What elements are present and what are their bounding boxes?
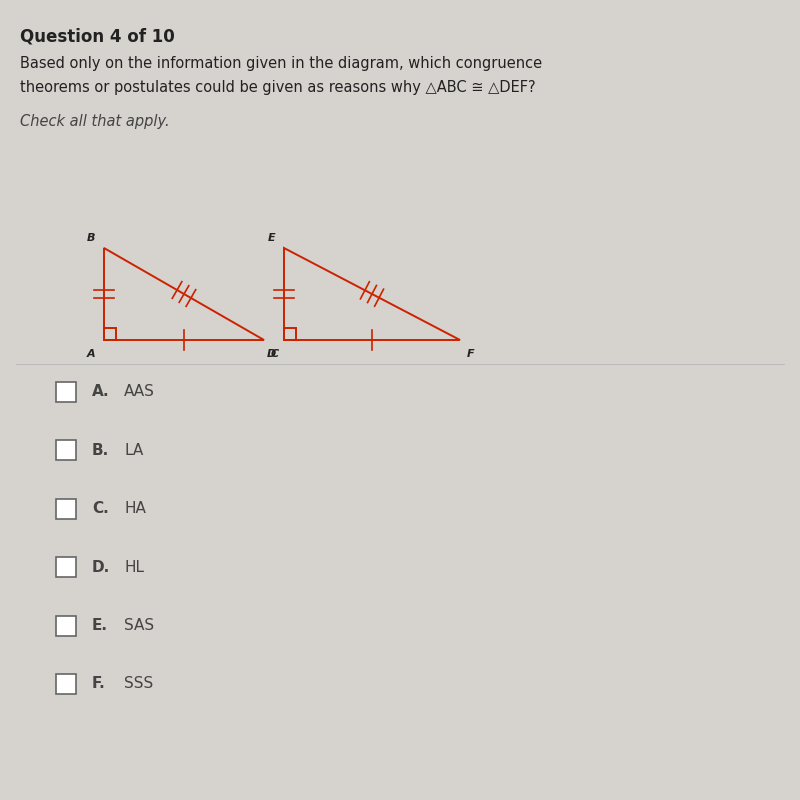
Text: Based only on the information given in the diagram, which congruence: Based only on the information given in t… bbox=[20, 56, 542, 71]
Text: E.: E. bbox=[92, 618, 108, 633]
Text: HL: HL bbox=[124, 560, 144, 574]
Bar bbox=[56, 616, 76, 635]
Text: SSS: SSS bbox=[124, 677, 154, 691]
Bar bbox=[56, 382, 76, 402]
Text: AAS: AAS bbox=[124, 385, 155, 399]
Bar bbox=[56, 674, 76, 694]
Text: F.: F. bbox=[92, 677, 106, 691]
Text: F: F bbox=[466, 349, 474, 359]
Text: C: C bbox=[270, 349, 278, 359]
Text: D: D bbox=[266, 349, 276, 359]
Bar bbox=[56, 499, 76, 519]
Text: B.: B. bbox=[92, 443, 110, 458]
Text: C.: C. bbox=[92, 502, 109, 516]
Text: D.: D. bbox=[92, 560, 110, 574]
Text: Question 4 of 10: Question 4 of 10 bbox=[20, 28, 174, 46]
Text: SAS: SAS bbox=[124, 618, 154, 633]
Text: B: B bbox=[87, 233, 95, 243]
Text: LA: LA bbox=[124, 443, 143, 458]
Text: E: E bbox=[267, 233, 275, 243]
Bar bbox=[56, 557, 76, 578]
Bar bbox=[56, 440, 76, 461]
Text: theorems or postulates could be given as reasons why △ABC ≅ △DEF?: theorems or postulates could be given as… bbox=[20, 80, 536, 95]
Text: A.: A. bbox=[92, 385, 110, 399]
Text: Check all that apply.: Check all that apply. bbox=[20, 114, 170, 129]
Text: A: A bbox=[87, 349, 95, 359]
Text: HA: HA bbox=[124, 502, 146, 516]
